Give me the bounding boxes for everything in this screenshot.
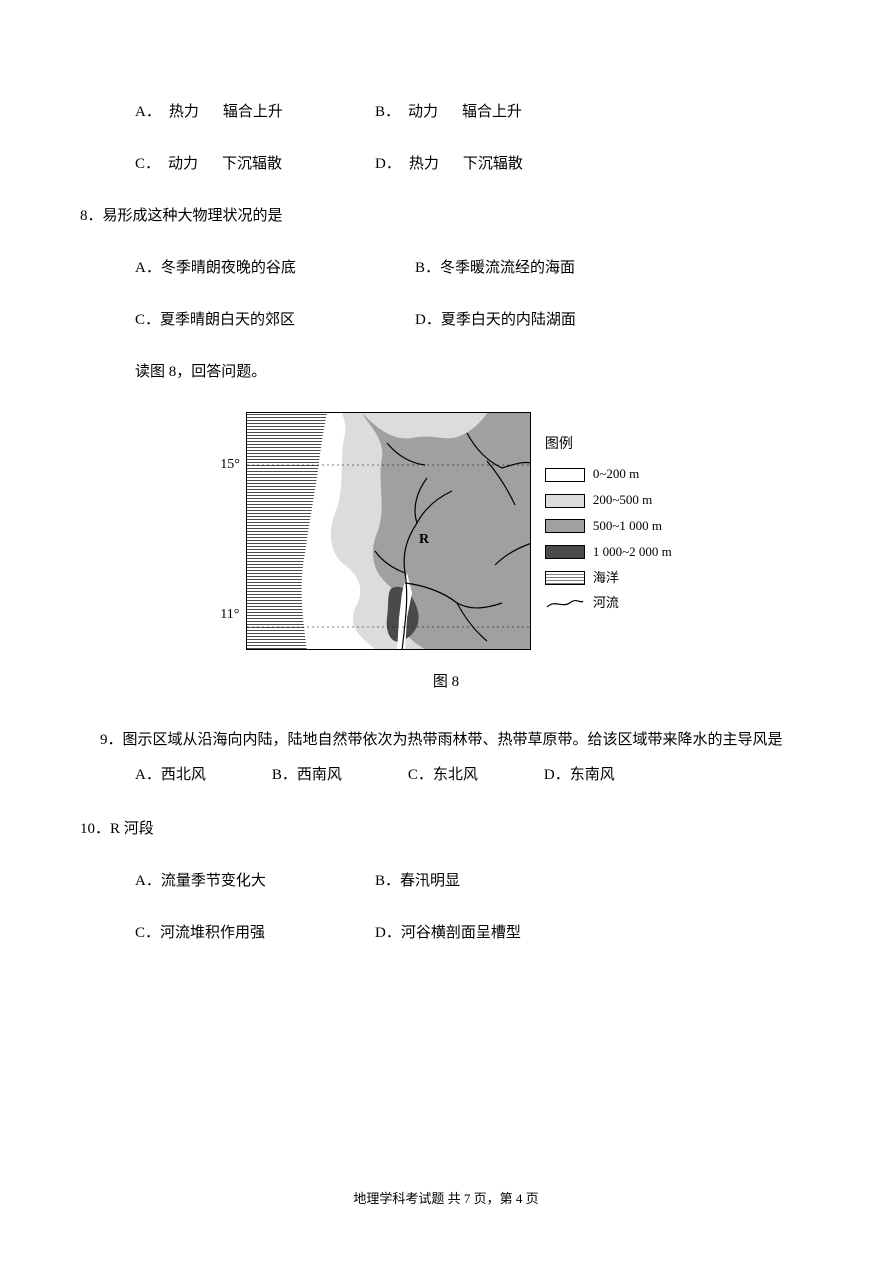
q9-option-a[interactable]: A．西北风	[135, 763, 206, 787]
q10-options-row2: C．河流堆积作用强 D．河谷横剖面呈槽型	[135, 921, 812, 945]
opt-label: D．	[375, 152, 401, 176]
legend-swatch-ocean	[545, 571, 585, 585]
legend-title: 图例	[545, 434, 672, 456]
legend-row: 0~200 m	[545, 464, 672, 485]
q8-stem: 8．易形成这种大物理状况的是	[80, 204, 812, 228]
opt-text: 辐合上升	[462, 100, 522, 124]
legend-label: 海洋	[593, 568, 619, 589]
legend-label: 0~200 m	[593, 464, 639, 485]
opt-text: 辐合上升	[223, 100, 283, 124]
opt-label: B．	[375, 100, 400, 124]
q7-option-d[interactable]: D． 热力 下沉辐散	[375, 152, 523, 176]
legend-river-icon	[545, 597, 585, 611]
q10-option-a[interactable]: A．流量季节变化大	[135, 869, 375, 893]
legend-label: 200~500 m	[593, 490, 652, 511]
q10-options-row1: A．流量季节变化大 B．春汛明显	[135, 869, 812, 893]
q7-options-row2: C． 动力 下沉辐散 D． 热力 下沉辐散	[135, 152, 812, 176]
q10-option-b[interactable]: B．春汛明显	[375, 869, 460, 893]
latitude-labels: 15° 11°	[220, 412, 240, 650]
q9-option-c[interactable]: C．东北风	[408, 763, 478, 787]
figure-instruction: 读图 8，回答问题。	[135, 360, 812, 384]
q9-option-b[interactable]: B．西南风	[272, 763, 342, 787]
opt-label: C．	[135, 152, 160, 176]
q7-option-c[interactable]: C． 动力 下沉辐散	[135, 152, 375, 176]
q7-option-b[interactable]: B． 动力 辐合上升	[375, 100, 522, 124]
opt-text: 热力	[409, 152, 439, 176]
opt-text: 动力	[408, 100, 438, 124]
q10-stem: 10．R 河段	[100, 817, 812, 841]
q9-options: A．西北风 B．西南风 C．东北风 D．东南风	[135, 763, 812, 787]
q8-options-row2: C．夏季晴朗白天的郊区 D．夏季白天的内陆湖面	[135, 308, 812, 332]
legend-row: 200~500 m	[545, 490, 672, 511]
legend-row: 500~1 000 m	[545, 516, 672, 537]
q8-option-a[interactable]: A．冬季晴朗夜晚的谷底	[135, 256, 375, 280]
q8-options-row1: A．冬季晴朗夜晚的谷底 B．冬季暖流流经的海面	[135, 256, 812, 280]
opt-text: 下沉辐散	[222, 152, 282, 176]
legend-swatch	[545, 468, 585, 482]
legend-label: 500~1 000 m	[593, 516, 662, 537]
q7-option-a[interactable]: A． 热力 辐合上升	[135, 100, 375, 124]
legend-label: 河流	[593, 593, 619, 614]
q8-option-c[interactable]: C．夏季晴朗白天的郊区	[135, 308, 375, 332]
lat-11: 11°	[220, 604, 240, 626]
q9-stem: 9．图示区域从沿海向内陆，陆地自然带依次为热带雨林带、热带草原带。给该区域带来降…	[80, 724, 812, 757]
legend-label: 1 000~2 000 m	[593, 542, 672, 563]
q7-options-row1: A． 热力 辐合上升 B． 动力 辐合上升	[135, 100, 812, 124]
opt-text: 动力	[168, 152, 198, 176]
legend-swatch	[545, 545, 585, 559]
q9-option-d[interactable]: D．东南风	[544, 763, 615, 787]
opt-label: A．	[135, 100, 161, 124]
lat-15: 15°	[220, 454, 240, 476]
figure-8: 15° 11°	[80, 412, 812, 650]
map-legend: 图例 0~200 m 200~500 m 500~1 000 m 1 000~2 00…	[545, 412, 672, 619]
q10-option-d[interactable]: D．河谷横剖面呈槽型	[375, 921, 521, 945]
q8-option-b[interactable]: B．冬季暖流流经的海面	[415, 256, 575, 280]
legend-swatch	[545, 494, 585, 508]
q10-option-c[interactable]: C．河流堆积作用强	[135, 921, 375, 945]
legend-row: 海洋	[545, 568, 672, 589]
legend-row: 1 000~2 000 m	[545, 542, 672, 563]
q8-option-d[interactable]: D．夏季白天的内陆湖面	[415, 308, 576, 332]
opt-text: 热力	[169, 100, 199, 124]
legend-swatch	[545, 519, 585, 533]
page-footer: 地理学科考试题 共 7 页，第 4 页	[0, 1189, 892, 1210]
marker-r: R	[419, 532, 430, 547]
legend-row: 河流	[545, 593, 672, 614]
figure-caption: 图 8	[80, 670, 812, 694]
opt-text: 下沉辐散	[463, 152, 523, 176]
map-svg: R	[246, 412, 531, 650]
